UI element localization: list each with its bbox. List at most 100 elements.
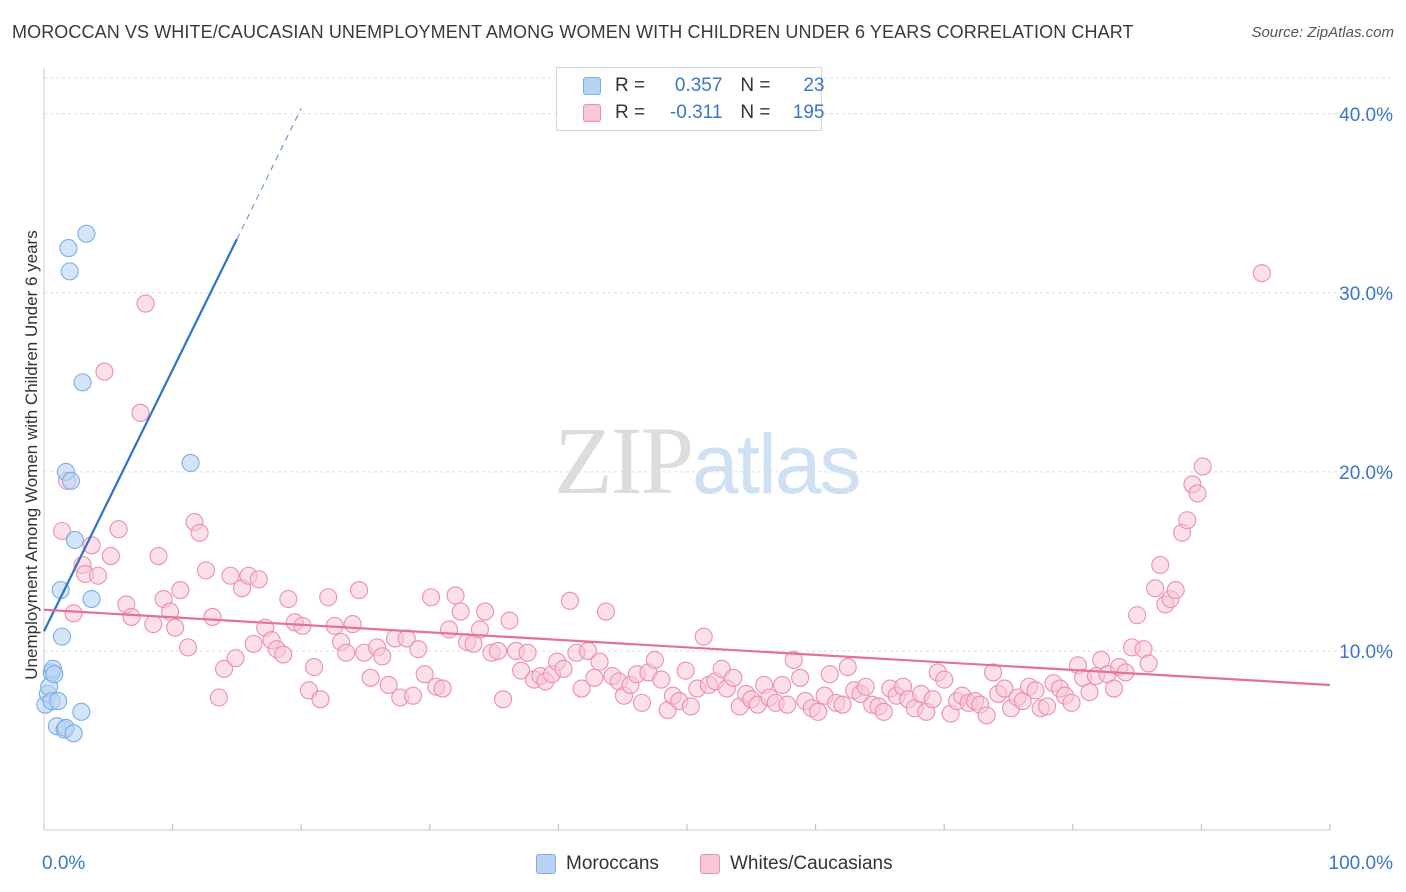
watermark-atlas: atlas	[692, 417, 861, 511]
whites-point	[676, 661, 695, 680]
whites-point	[1151, 555, 1170, 575]
moroccans-trend-line	[43, 238, 238, 632]
whites-point	[1178, 511, 1197, 530]
whites-point	[1026, 681, 1045, 700]
watermark: ZIPatlas	[554, 405, 861, 516]
moroccans-point	[60, 262, 79, 281]
whites-point	[778, 695, 797, 714]
whites-point	[1038, 697, 1057, 716]
whites-point	[209, 688, 228, 707]
whites-point	[305, 658, 324, 677]
legend-r-label: R =	[615, 75, 646, 96]
legend-swatch-whites	[583, 104, 601, 122]
moroccans-trend-extension	[236, 108, 302, 240]
whites-point	[977, 706, 996, 725]
whites-point	[784, 650, 803, 669]
whites-point	[476, 602, 495, 621]
axes	[43, 68, 1331, 831]
whites-point	[1193, 457, 1212, 476]
grid-lines	[44, 77, 1392, 652]
whites-point	[596, 602, 616, 621]
whites-point	[874, 702, 893, 721]
whites-point	[178, 638, 198, 657]
whites-point	[52, 521, 72, 541]
moroccans-point	[82, 589, 101, 609]
whites-point	[109, 520, 128, 539]
whites-point	[791, 668, 810, 687]
whites-point	[560, 591, 580, 610]
whites-point	[470, 620, 490, 639]
whites-point	[512, 661, 531, 680]
y-tick-label: 30.0%	[1339, 284, 1393, 305]
whites-point	[136, 294, 155, 313]
whites-point	[440, 620, 459, 639]
whites-point	[171, 581, 190, 600]
whites-point	[361, 668, 380, 687]
whites-point	[1104, 679, 1124, 698]
moroccans-point	[49, 692, 68, 711]
whites-point	[249, 570, 268, 589]
moroccans-points	[36, 224, 200, 743]
moroccans-point	[52, 627, 72, 646]
whites-point	[1252, 264, 1271, 283]
whites-point	[446, 586, 465, 605]
whites-point	[590, 652, 609, 671]
whites-point	[820, 665, 839, 684]
legend-n-label: N =	[740, 75, 771, 96]
whites-point	[451, 602, 470, 621]
whites-point	[226, 649, 245, 668]
whites-point	[274, 645, 293, 664]
whites-point	[404, 686, 423, 705]
legend-r-value: -0.311	[669, 102, 723, 123]
legend-r-value: 0.357	[674, 75, 723, 96]
legend-n-label: N =	[740, 102, 771, 123]
whites-point	[645, 650, 664, 669]
whites-point	[652, 670, 671, 689]
whites-point	[1146, 579, 1165, 598]
whites-point	[809, 702, 828, 721]
whites-point	[572, 679, 591, 698]
moroccans-point	[61, 471, 81, 490]
whites-point	[244, 634, 263, 653]
y-tick-label: 40.0%	[1339, 105, 1393, 126]
y-tick-label: 10.0%	[1339, 642, 1393, 663]
whites-point	[773, 675, 792, 695]
whites-point	[554, 659, 573, 678]
whites-point	[319, 588, 338, 607]
whites-point	[221, 566, 240, 585]
whites-point	[500, 611, 519, 630]
legend-n-value: 23	[803, 75, 825, 96]
whites-point	[1139, 654, 1158, 673]
whites-point	[995, 679, 1014, 698]
bottom-legend-whites: Whites/Caucasians	[700, 851, 893, 877]
moroccans-point	[77, 224, 96, 243]
whites-point	[196, 561, 216, 580]
whites-point	[214, 659, 234, 678]
whites-point	[494, 690, 513, 709]
whites-point	[337, 643, 356, 662]
whites-point	[131, 403, 150, 422]
whites-point	[166, 618, 185, 637]
moroccans-point	[59, 239, 78, 258]
whites-point	[585, 668, 604, 687]
whites-point	[95, 362, 114, 381]
whites-point	[694, 627, 713, 646]
bottom-legend-label-moroccans: Moroccans	[566, 853, 659, 874]
whites-point	[343, 615, 362, 634]
whites-point	[681, 697, 700, 716]
moroccans-point	[64, 724, 83, 743]
whites-point	[833, 695, 852, 714]
whites-point	[373, 647, 392, 666]
watermark-zip: ZIP	[554, 407, 694, 514]
moroccans-point	[65, 530, 84, 549]
whites-point	[724, 668, 743, 687]
whites-point	[122, 607, 141, 626]
y-axis-label: Unemployment Among Women with Children U…	[22, 230, 41, 680]
legend-r-label: R =	[615, 102, 646, 123]
whites-point	[350, 581, 369, 600]
whites-point	[1188, 484, 1207, 503]
whites-point	[149, 547, 168, 566]
y-tick-label: 20.0%	[1339, 463, 1393, 484]
whites-trend-line	[43, 608, 1331, 687]
